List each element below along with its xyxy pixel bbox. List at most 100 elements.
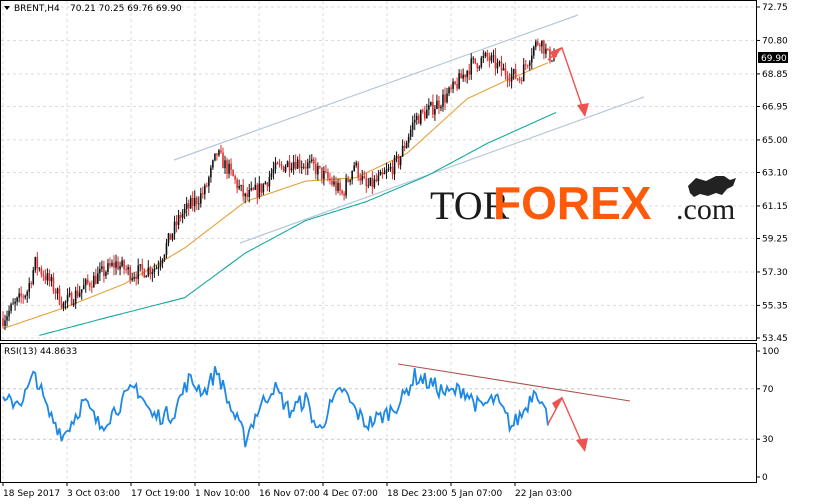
candle-body — [468, 70, 471, 75]
candle-body — [52, 277, 55, 292]
candle-body — [274, 162, 277, 170]
candle-body — [68, 293, 71, 296]
candle-body — [30, 283, 33, 284]
bull-logo-icon — [688, 176, 736, 197]
candle-body — [236, 179, 238, 189]
candle-body — [78, 292, 81, 297]
candle-body — [70, 293, 73, 306]
candle-body — [345, 178, 347, 196]
candle-body — [304, 166, 307, 169]
candle-body — [157, 266, 160, 269]
rsi-series — [2, 366, 549, 448]
candle-body — [506, 75, 509, 81]
candle-body — [246, 193, 249, 197]
rsi-trendline — [397, 363, 631, 402]
candle-body — [482, 55, 485, 58]
candle-body — [86, 279, 89, 283]
candle-body — [18, 293, 20, 298]
candle-body — [88, 282, 91, 287]
candle-body — [424, 111, 426, 119]
candle-body — [341, 190, 343, 194]
candle-body — [24, 295, 27, 298]
time-tick-label: 18 Sep 2017 — [3, 489, 60, 499]
candle-body — [464, 74, 466, 78]
candle-body — [357, 162, 360, 178]
candle-body — [417, 115, 420, 124]
candle-body — [415, 115, 418, 120]
candle-body — [175, 221, 178, 225]
candle-body — [508, 80, 511, 82]
logo-forex-text: FOREX — [493, 177, 652, 229]
candle-body — [530, 55, 533, 63]
candle-body — [242, 185, 244, 197]
candle-body — [543, 40, 545, 54]
channel-upper-line — [173, 14, 579, 161]
moving-averages — [2, 62, 557, 336]
candle-body — [95, 275, 97, 284]
candle-body — [333, 181, 335, 185]
time-tick-label: 1 Nov 10:00 — [195, 489, 250, 499]
candle-body — [361, 176, 364, 181]
candle-body — [214, 153, 216, 161]
candle-body — [28, 283, 31, 292]
candle-body — [541, 40, 543, 47]
collapse-triangle-icon[interactable] — [4, 6, 10, 10]
candle-body — [183, 208, 186, 214]
rsi-tick-label: 30 — [762, 435, 774, 445]
candle-body — [36, 257, 39, 269]
time-tick-label: 4 Dec 07:00 — [323, 489, 378, 499]
candle-body — [504, 68, 507, 76]
forecast-annotations — [397, 46, 631, 452]
candle-body — [452, 81, 454, 89]
candle-body — [428, 105, 430, 110]
candle-body — [460, 73, 462, 79]
candle-body — [40, 268, 43, 275]
candle-body — [109, 263, 111, 266]
candle-body — [220, 150, 222, 153]
price-tick-label: 65.00 — [762, 136, 788, 146]
candle-body — [310, 159, 313, 162]
candle-body — [173, 221, 176, 234]
time-tick-label: 17 Oct 19:00 — [131, 489, 190, 499]
candle-body — [151, 271, 154, 275]
candle-body — [2, 318, 4, 326]
price-tick-label: 63.10 — [762, 169, 788, 179]
candle-body — [169, 233, 172, 240]
candle-body — [537, 41, 539, 45]
time-tick-label: 22 Jan 03:00 — [515, 489, 572, 499]
candle-body — [193, 197, 196, 206]
price-tick-label: 61.15 — [762, 202, 788, 212]
candle-body — [327, 172, 329, 179]
price-axis: 72.75 70.80 68.85 66.95 65.00 63.10 61.15 59.25… — [756, 3, 788, 344]
candle-body — [288, 161, 291, 171]
candle-body — [351, 170, 353, 180]
candle-body — [302, 166, 305, 168]
candle-body — [212, 160, 214, 168]
candle-body — [399, 156, 402, 166]
candles — [2, 38, 557, 331]
candle-body — [528, 62, 531, 66]
candle-body — [383, 172, 386, 175]
candle-body — [492, 55, 495, 57]
candle-body — [405, 142, 408, 149]
candle-body — [22, 296, 24, 298]
candle-body — [244, 193, 246, 197]
candle-body — [16, 297, 18, 302]
time-tick-label: 16 Nov 07:00 — [259, 489, 320, 499]
current-price-value: 69.90 — [761, 54, 787, 64]
candle-body — [387, 168, 390, 171]
candle-body — [486, 52, 489, 57]
candle-body — [163, 254, 166, 260]
candle-body — [93, 275, 95, 288]
candle-body — [210, 167, 212, 178]
candle-body — [50, 277, 53, 282]
candle-body — [216, 153, 218, 156]
candle-body — [66, 295, 69, 302]
candle-body — [325, 171, 327, 173]
time-tick-label: 3 Oct 03:00 — [67, 489, 120, 499]
candle-body — [161, 259, 164, 264]
candle-body — [286, 161, 289, 167]
channel-lower-line — [239, 96, 645, 244]
ohlc-values: 70.21 70.25 69.76 69.90 — [70, 4, 182, 14]
candle-body — [230, 163, 232, 170]
